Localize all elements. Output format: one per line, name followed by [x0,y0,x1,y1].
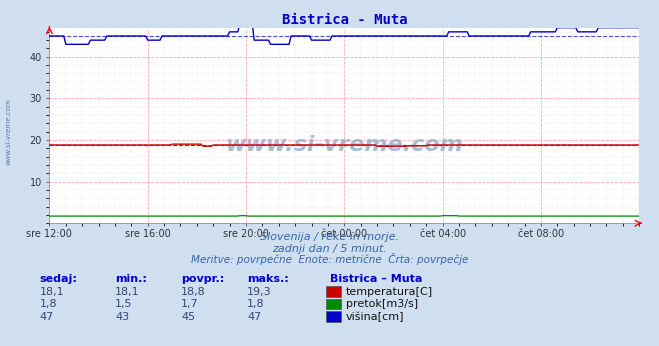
Text: 19,3: 19,3 [247,287,272,297]
Text: 1,5: 1,5 [115,299,133,309]
Text: 43: 43 [115,312,129,322]
Text: 18,1: 18,1 [115,287,140,297]
Text: 1,8: 1,8 [247,299,265,309]
Text: višina[cm]: višina[cm] [346,312,405,322]
Text: 18,1: 18,1 [40,287,64,297]
Text: sedaj:: sedaj: [40,274,77,284]
Text: temperatura[C]: temperatura[C] [346,287,433,297]
Title: Bistrica - Muta: Bistrica - Muta [281,12,407,27]
Text: 47: 47 [247,312,262,322]
Text: Bistrica – Muta: Bistrica – Muta [330,274,422,284]
Text: povpr.:: povpr.: [181,274,225,284]
Text: zadnji dan / 5 minut.: zadnji dan / 5 minut. [272,244,387,254]
Text: 18,8: 18,8 [181,287,206,297]
Text: www.si-vreme.com: www.si-vreme.com [225,135,463,155]
Text: pretok[m3/s]: pretok[m3/s] [346,300,418,309]
Text: Slovenija / reke in morje.: Slovenija / reke in morje. [260,233,399,243]
Text: min.:: min.: [115,274,147,284]
Text: www.si-vreme.com: www.si-vreme.com [5,98,11,165]
Text: Meritve: povrpečne  Enote: metrične  Črta: povrpečje: Meritve: povrpečne Enote: metrične Črta:… [191,253,468,265]
Text: 47: 47 [40,312,54,322]
Text: 1,8: 1,8 [40,299,57,309]
Text: 45: 45 [181,312,195,322]
Text: 1,7: 1,7 [181,299,199,309]
Text: maks.:: maks.: [247,274,289,284]
